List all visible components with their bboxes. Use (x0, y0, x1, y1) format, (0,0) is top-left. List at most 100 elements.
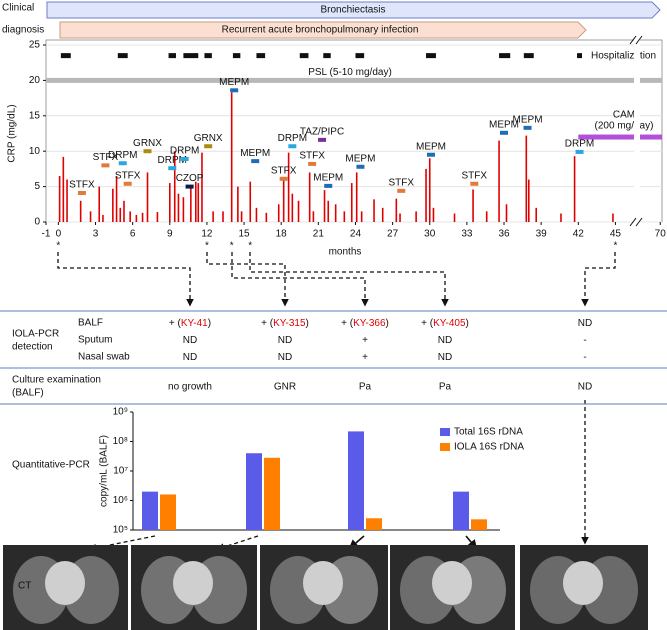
diagnosis-label: Clinical (2, 3, 34, 14)
hospitalization-bar (426, 53, 436, 59)
antibiotic-marker (204, 144, 213, 149)
x-tick-label: -1 (42, 229, 51, 240)
diagnosis-bar (46, 1, 661, 19)
antibiotic-label: STFX (69, 180, 95, 191)
cell: ND (438, 352, 452, 363)
x-tick-label: 27 (387, 229, 399, 240)
hospitalization-bar (299, 53, 309, 59)
antibiotic-marker (168, 166, 177, 171)
cell-part: KY-405 (433, 318, 466, 329)
cell-part: + ( (261, 318, 274, 329)
psl-label: PSL (5-10 mg/day) (308, 67, 392, 78)
diagnosis-name: Bronchiectasis (320, 5, 385, 16)
hospitalization-bar (60, 53, 71, 59)
cell: ND (578, 318, 592, 329)
x-tick-label: 18 (276, 229, 288, 240)
x-tick-label: 24 (350, 229, 362, 240)
antibiotic-marker (523, 125, 532, 130)
ct-images (3, 545, 648, 630)
y-tick-label: 10⁵ (113, 525, 128, 536)
antibiotic-marker (397, 188, 406, 193)
antibiotic-label: GRNX (194, 133, 223, 144)
cell-part: ND (183, 335, 197, 346)
cell-part: ) (306, 318, 309, 329)
legend-swatch (440, 428, 450, 436)
cell: + (KY-366) (341, 318, 389, 329)
x-tick-label: 21 (313, 229, 325, 240)
antibiotic-label: MEPM (489, 119, 519, 130)
antibiotic-marker (101, 163, 110, 168)
y-tick-label: 5 (34, 181, 40, 192)
sample-mark: * (613, 241, 617, 252)
antibiotic-marker (500, 130, 509, 135)
antibiotic-marker (230, 88, 239, 93)
antibiotic-marker (324, 183, 333, 188)
antibiotic-label: DRPM (565, 139, 594, 150)
hospitalization-label: Hospitalization (591, 50, 656, 61)
cell-part: ND (278, 352, 292, 363)
diagnosis-bar (59, 21, 587, 39)
antibiotic-label: GRNX (133, 138, 162, 149)
cell-part: ND (278, 335, 292, 346)
antibiotic-marker (356, 164, 365, 169)
antibiotic-marker (180, 156, 189, 161)
hospitalization-bar (232, 53, 241, 59)
hospitalization-bar (523, 53, 534, 59)
culture-cell: Pa (359, 382, 372, 393)
x-tick-label: 39 (536, 229, 548, 240)
y-tick-label: 20 (29, 75, 41, 86)
hospitalization-bar (355, 53, 365, 59)
row-label: BALF (78, 318, 103, 329)
bar (246, 453, 262, 530)
antibiotic-marker (308, 161, 317, 166)
cell-part: ND (438, 352, 452, 363)
cam-label: CAM (613, 110, 635, 121)
cell-part: + ( (341, 318, 354, 329)
culture-label: Culture examination (12, 375, 101, 386)
culture-cell: Pa (439, 382, 452, 393)
antibiotic-label: MEPM (513, 114, 543, 125)
antibiotic-label: DRPM (278, 133, 307, 144)
cell: ND (278, 352, 292, 363)
x-tick-label: 9 (167, 229, 173, 240)
cell-part: ) (386, 318, 389, 329)
antibiotic-label: DRPM (158, 155, 187, 166)
x-tick-label: 15 (239, 229, 251, 240)
y-tick-label: 10⁶ (113, 495, 128, 506)
antibiotic-label: STFX (299, 151, 325, 162)
antibiotic-label: STFX (115, 170, 141, 181)
antibiotic-marker (77, 190, 86, 195)
y-tick-label: 25 (29, 40, 41, 51)
x-tick-label: 70 (655, 229, 667, 240)
antibiotic-label: MEPM (345, 153, 375, 164)
sample-mark: * (248, 241, 252, 252)
cell-part: - (583, 335, 586, 346)
antibiotic-label: STFX (271, 165, 297, 176)
cell: + (362, 352, 368, 363)
x-tick-label: 36 (498, 229, 510, 240)
antibiotic-label: TAZ/PIPC (300, 127, 344, 138)
antibiotic-label: MEPM (313, 173, 343, 184)
legend-swatch (440, 443, 450, 451)
ct-label: CT (18, 581, 31, 592)
bar (142, 491, 158, 530)
hospitalization-bar (577, 53, 583, 59)
antibiotic-label: DRPM (170, 146, 199, 157)
sample-arrows (57, 252, 616, 552)
antibiotic-label: DRPM (108, 150, 137, 161)
cell-part: - (583, 352, 586, 363)
x-tick-label: 45 (610, 229, 622, 240)
antibiotic-marker (318, 137, 327, 142)
x-tick-label: 30 (424, 229, 436, 240)
hospitalization-bar (204, 53, 212, 59)
antibiotic-label: STFX (462, 170, 488, 181)
cell-part: ) (466, 318, 469, 329)
antibiotic-label: STFX (93, 152, 119, 163)
sample-mark: * (56, 241, 60, 252)
cell: ND (438, 335, 452, 346)
antibiotic-marker (118, 161, 127, 166)
chart-label: Quantitative-PCR (12, 460, 90, 471)
legend-label: IOLA 16S rDNA (454, 442, 524, 453)
